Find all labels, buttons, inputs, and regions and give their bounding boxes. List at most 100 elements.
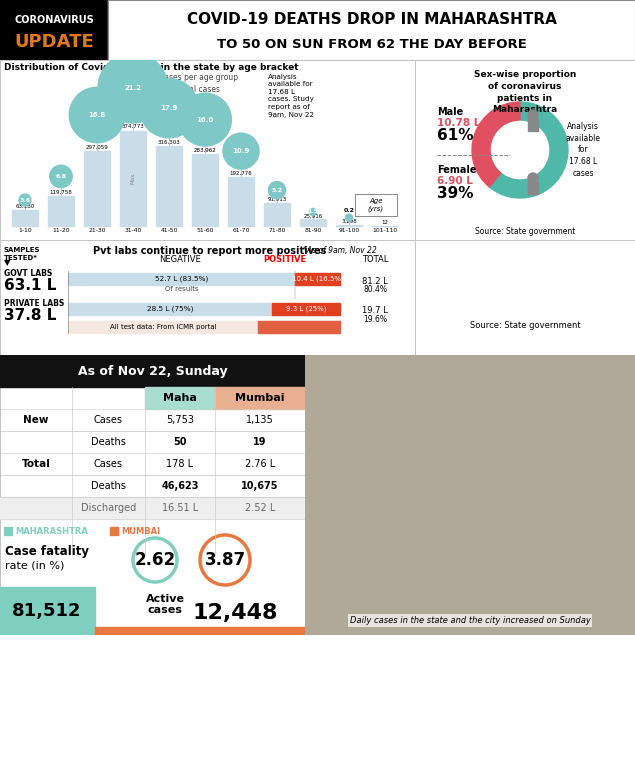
- Text: 46,623: 46,623: [161, 481, 199, 491]
- Text: 51-60: 51-60: [196, 228, 214, 233]
- Text: Case fatality: Case fatality: [5, 546, 89, 559]
- Text: Male: Male: [437, 107, 464, 117]
- Text: POSITIVE: POSITIVE: [264, 255, 307, 264]
- Bar: [258, 321, 340, 333]
- Circle shape: [50, 165, 72, 188]
- Circle shape: [309, 209, 316, 216]
- Text: 17.9: 17.9: [160, 106, 178, 111]
- Bar: [0, 0, 108, 60]
- Text: Source: State government: Source: State government: [470, 320, 580, 330]
- Circle shape: [178, 93, 231, 146]
- Text: 283,962: 283,962: [194, 148, 217, 153]
- Text: 52.7 L (83.5%): 52.7 L (83.5%): [155, 275, 208, 282]
- Circle shape: [345, 214, 352, 221]
- Text: 2.52 L: 2.52 L: [245, 503, 275, 513]
- Text: 71-80: 71-80: [269, 228, 286, 233]
- Text: Total: Total: [22, 459, 50, 469]
- Text: ▼: ▼: [4, 258, 11, 268]
- Text: Daily cases in the state and the city increased on Sunday: Daily cases in the state and the city in…: [349, 616, 591, 625]
- Text: 11-20: 11-20: [52, 228, 70, 233]
- Bar: [192, 154, 218, 226]
- Bar: [108, 0, 635, 60]
- Text: 10.4 L (16.5%): 10.4 L (16.5%): [291, 275, 344, 282]
- Bar: [0, 497, 305, 519]
- Text: *As of 9am, Nov 22: *As of 9am, Nov 22: [303, 246, 377, 255]
- Text: NEGATIVE: NEGATIVE: [159, 255, 201, 264]
- Text: Active: Active: [145, 594, 185, 604]
- Text: Distribution of Covid-19 cases in the state by age bracket: Distribution of Covid-19 cases in the st…: [4, 63, 298, 71]
- Text: 16.51 L: 16.51 L: [162, 503, 198, 513]
- Text: 63.1 L: 63.1 L: [4, 278, 57, 293]
- Text: 91,913: 91,913: [267, 196, 286, 202]
- Text: cases: cases: [147, 605, 182, 615]
- Text: CORONAVIRUS: CORONAVIRUS: [14, 15, 94, 25]
- Text: 19.6%: 19.6%: [363, 314, 387, 324]
- Text: As of Nov 22, Sunday: As of Nov 22, Sunday: [77, 365, 227, 377]
- Text: Mumbai: Mumbai: [235, 393, 284, 403]
- Text: 21.2: 21.2: [124, 85, 142, 91]
- Bar: [4, 527, 12, 535]
- Text: Analysis
available for
17.68 L
cases. Study
report as of
9am, Nov 22: Analysis available for 17.68 L cases. St…: [268, 74, 314, 117]
- Bar: [110, 527, 118, 535]
- Text: 6.90 L: 6.90 L: [437, 176, 473, 186]
- Text: SAMPLES
TESTED*: SAMPLES TESTED*: [4, 247, 41, 261]
- Text: New: New: [23, 415, 49, 425]
- Bar: [528, 119, 538, 131]
- Text: 3,298: 3,298: [341, 219, 357, 224]
- Text: 12,448: 12,448: [192, 603, 277, 623]
- Text: 10,675: 10,675: [241, 481, 279, 491]
- Bar: [272, 303, 340, 315]
- Text: 5.2: 5.2: [271, 188, 283, 192]
- Text: TO 50 ON SUN FROM 62 THE DAY BEFORE: TO 50 ON SUN FROM 62 THE DAY BEFORE: [217, 37, 527, 50]
- Text: COVID-19 DEATHS DROP IN MAHARASHTRA: COVID-19 DEATHS DROP IN MAHARASHTRA: [187, 12, 557, 27]
- Text: 0.2: 0.2: [344, 208, 354, 213]
- Text: % of total cases: % of total cases: [159, 85, 220, 93]
- Bar: [84, 151, 110, 226]
- Bar: [68, 303, 272, 315]
- Text: 316,303: 316,303: [157, 140, 180, 145]
- Text: 28.5 L (75%): 28.5 L (75%): [147, 306, 193, 312]
- Text: 1,135: 1,135: [246, 415, 274, 425]
- Bar: [145, 387, 215, 409]
- Text: 91-100: 91-100: [338, 228, 359, 233]
- Circle shape: [98, 53, 168, 123]
- Text: 9.3 L (25%): 9.3 L (25%): [286, 306, 326, 312]
- Wedge shape: [490, 102, 568, 198]
- Text: 81.2 L: 81.2 L: [362, 276, 388, 286]
- Bar: [68, 273, 295, 285]
- Text: 178 L: 178 L: [166, 459, 194, 469]
- Circle shape: [528, 173, 538, 183]
- Text: Sex-wise proportion
of coronavirus
patients in
Maharashtra: Sex-wise proportion of coronavirus patie…: [474, 70, 576, 114]
- Text: 101-110: 101-110: [373, 228, 398, 233]
- Text: 81,512: 81,512: [12, 602, 82, 620]
- Text: 16.0: 16.0: [196, 116, 213, 123]
- Text: Of results: Of results: [164, 286, 198, 292]
- Text: 37.8 L: 37.8 L: [4, 307, 57, 323]
- Circle shape: [223, 133, 259, 169]
- Text: 2.76 L: 2.76 L: [245, 459, 275, 469]
- Text: GOVT LABS: GOVT LABS: [4, 268, 52, 278]
- Bar: [120, 131, 146, 226]
- Text: PRIVATE LABS: PRIVATE LABS: [4, 299, 64, 307]
- Text: 63,180: 63,180: [15, 204, 35, 209]
- Text: 297,059: 297,059: [86, 144, 109, 150]
- Text: 81-90: 81-90: [304, 228, 321, 233]
- Circle shape: [269, 182, 286, 199]
- Circle shape: [19, 194, 31, 206]
- Text: 10.9: 10.9: [232, 148, 250, 154]
- Bar: [264, 203, 290, 226]
- Text: MUMBAI: MUMBAI: [121, 526, 160, 535]
- Text: Age
(yrs): Age (yrs): [368, 198, 384, 212]
- Text: 39%: 39%: [437, 185, 474, 200]
- Bar: [148, 74, 157, 80]
- Text: Source: State government: Source: State government: [475, 227, 575, 236]
- Bar: [0, 587, 95, 635]
- Text: 3.87: 3.87: [204, 551, 246, 569]
- Text: 50: 50: [173, 437, 187, 447]
- Bar: [228, 177, 254, 226]
- Text: 119,758: 119,758: [50, 189, 72, 195]
- Bar: [12, 210, 38, 226]
- Bar: [295, 273, 340, 285]
- Text: Cases: Cases: [93, 459, 123, 469]
- Text: Maha: Maha: [163, 393, 197, 403]
